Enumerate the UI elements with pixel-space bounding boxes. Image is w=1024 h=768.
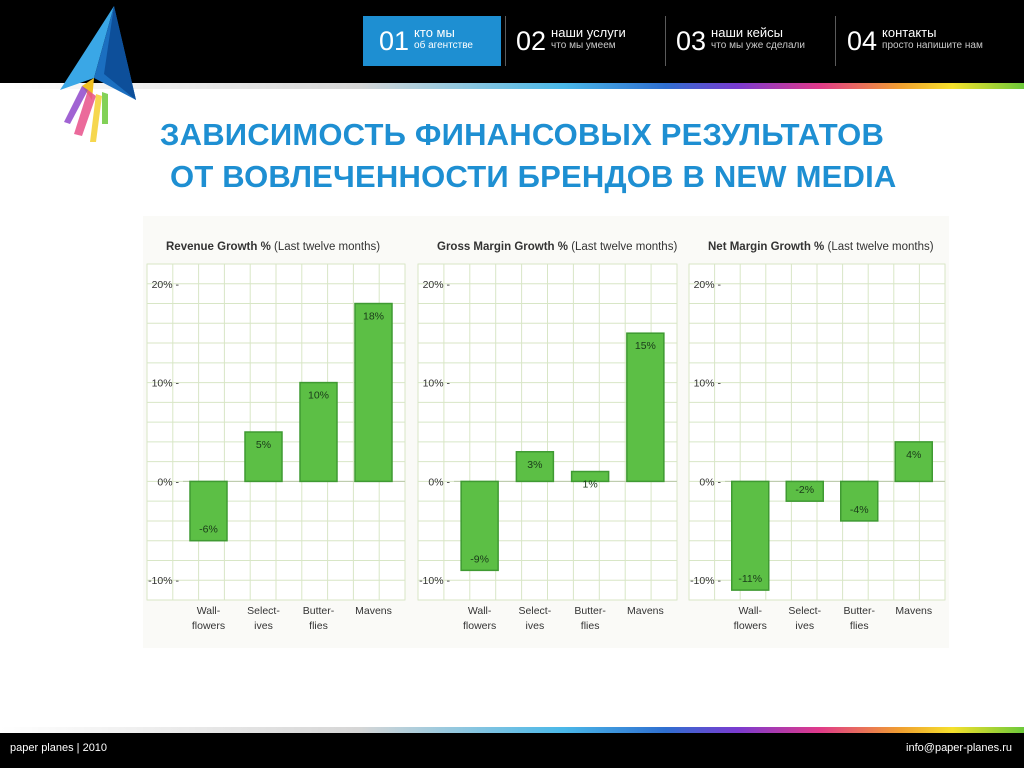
footer-rainbow-stripe [0, 727, 1024, 733]
x-tick-label: flies [581, 620, 600, 632]
nav-title: контакты [882, 24, 937, 40]
bar [570, 470, 610, 483]
y-tick-label: -10% - [419, 575, 450, 587]
chart-title: Net Margin Growth % (Last twelve months) [708, 241, 934, 253]
y-tick-label: 20% - [152, 279, 180, 291]
page-title: ЗАВИСИМОСТЬ ФИНАНСОВЫХ РЕЗУЛЬТАТОВ ОТ ВО… [160, 114, 980, 198]
x-tick-label: Select- [519, 605, 552, 617]
bar-value-label: -4% [850, 504, 869, 516]
y-tick-label: 10% - [423, 378, 451, 390]
x-tick-label: Wall- [738, 605, 762, 617]
bar [894, 441, 933, 483]
chart-title: Gross Margin Growth % (Last twelve month… [437, 241, 677, 253]
y-tick-label: 10% - [694, 378, 722, 390]
y-tick-label: -10% - [148, 575, 179, 587]
bar-value-label: 1% [583, 479, 598, 491]
footer-email-link[interactable]: info@paper-planes.ru [906, 742, 1012, 754]
bar-value-label: 3% [527, 459, 542, 471]
page-title-line-2: ОТ ВОВЛЕЧЕННОСТИ БРЕНДОВ В NEW MEDIA [170, 159, 897, 194]
nav-number: 01 [379, 25, 410, 56]
nav-subtitle: просто напишите нам [882, 39, 983, 51]
bar-value-label: -2% [795, 484, 814, 496]
header-bar [0, 0, 1024, 83]
y-tick-label: 0% - [699, 476, 721, 488]
x-tick-label: Butter- [843, 605, 875, 617]
nav-title: наши услуги [551, 24, 626, 40]
nav-item-services[interactable]: 02 наши услуги что мы умеем [516, 16, 661, 66]
charts-svg: Revenue Growth % (Last twelve months) 20%… [146, 241, 946, 632]
x-tick-label: Select- [247, 605, 280, 617]
footer-copyright: paper planes | 2010 [10, 742, 108, 754]
x-tick-label: flowers [463, 620, 496, 632]
x-tick-label: ives [795, 620, 814, 632]
x-tick-label: ives [526, 620, 545, 632]
x-tick-label: Select- [788, 605, 821, 617]
nav-number: 03 [676, 25, 707, 56]
nav-item-contacts[interactable]: 04 контакты просто напишите нам [847, 16, 1017, 66]
bar [354, 302, 393, 483]
x-tick-label: Butter- [574, 605, 606, 617]
y-tick-label: 0% - [428, 476, 450, 488]
nav-title: наши кейсы [711, 24, 783, 40]
page-title-line-1: ЗАВИСИМОСТЬ ФИНАНСОВЫХ РЕЗУЛЬТАТОВ [160, 117, 885, 152]
bar-value-label: 4% [906, 449, 921, 461]
y-tick-label: -10% - [690, 575, 721, 587]
x-tick-label: flowers [192, 620, 225, 632]
bar [731, 480, 770, 591]
paper-plane-logo-icon [60, 6, 136, 142]
bar-value-label: -11% [738, 573, 762, 585]
x-tick-label: flies [309, 620, 328, 632]
bar [244, 431, 283, 483]
x-tick-label: flowers [734, 620, 767, 632]
header-rainbow-stripe [0, 83, 1024, 89]
bar [785, 480, 824, 502]
nav-divider [835, 16, 836, 66]
bar [840, 480, 879, 522]
y-tick-label: 0% - [157, 476, 179, 488]
bar [460, 480, 499, 572]
bar [189, 480, 228, 542]
y-tick-label: 20% - [694, 279, 722, 291]
x-tick-label: Wall- [468, 605, 492, 617]
x-tick-label: Mavens [895, 605, 932, 617]
nav-subtitle: что мы уже сделали [711, 39, 805, 51]
bar-value-label: -6% [199, 524, 218, 536]
bar [626, 332, 665, 483]
bar [299, 381, 338, 483]
nav-subtitle: об агентстве [414, 39, 473, 51]
nav-item-cases[interactable]: 03 наши кейсы что мы уже сделали [676, 16, 828, 66]
nav-number: 02 [516, 25, 547, 56]
bar-value-label: 15% [635, 340, 656, 352]
x-tick-label: flies [850, 620, 869, 632]
nav-number: 04 [847, 25, 878, 56]
x-tick-label: Mavens [355, 605, 392, 617]
bar-value-label: -9% [470, 553, 489, 565]
nav-divider [665, 16, 666, 66]
nav-divider [505, 16, 506, 66]
x-tick-label: Mavens [627, 605, 664, 617]
footer-bar: paper planes | 2010 info@paper-planes.ru [0, 733, 1024, 768]
nav-item-about[interactable]: 01 кто мы об агентстве [363, 16, 501, 66]
nav-subtitle: что мы умеем [551, 39, 616, 51]
nav-title: кто мы [414, 24, 455, 40]
x-tick-label: ives [254, 620, 273, 632]
y-tick-label: 20% - [423, 279, 451, 291]
x-tick-label: Butter- [303, 605, 335, 617]
bar [515, 451, 555, 483]
charts-panel: Revenue Growth % (Last twelve months) 20%… [143, 216, 949, 648]
x-tick-label: Wall- [197, 605, 221, 617]
bar-value-label: 18% [363, 311, 384, 323]
y-tick-label: 10% - [152, 378, 180, 390]
bar-value-label: 10% [308, 390, 329, 402]
chart-title: Revenue Growth % (Last twelve months) [166, 241, 380, 253]
bar-value-label: 5% [256, 439, 271, 451]
